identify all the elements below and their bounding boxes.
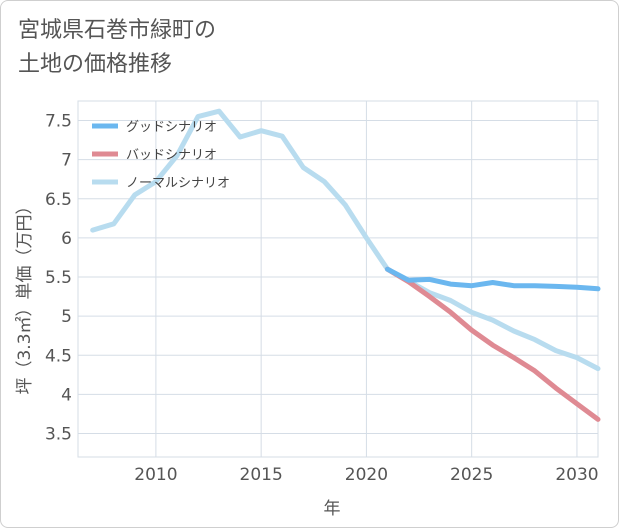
plot-area [77,100,599,458]
axis-layer: 3.5 4 4.5 5 5.5 6 6.5 7 7.5 2010 2015 2020 2025 2030 [45,112,599,485]
y-tick-label: 5.5 [45,268,72,288]
series-layer [90,108,601,422]
legend-item-1[interactable]: バッドシナリオ [92,148,217,163]
legend-item-0[interactable]: グッドシナリオ [92,120,217,135]
x-tick-label: 2030 [555,465,598,485]
series-line-1[interactable] [385,266,601,422]
y-tick-label: 4 [61,385,72,405]
series-line-0[interactable] [385,266,601,292]
y-tick-label: 6 [61,229,72,249]
y-tick-label: 7 [61,151,72,171]
y-tick-label: 4.5 [45,346,72,366]
chart-title: 宮城県石巻市緑町の 土地の価格推移 [18,14,216,82]
y-axis-title: 坪（3.3㎡）単価（万円） [15,197,35,394]
legend-label: ノーマルシナリオ [126,176,230,191]
x-tick-label: 2020 [345,465,388,485]
y-tick-label: 3.5 [45,425,72,445]
legend-label: グッドシナリオ [126,120,217,135]
x-tick-label: 2025 [450,465,493,485]
x-tick-label: 2010 [134,465,177,485]
y-tick-label: 5 [61,307,72,327]
series-line-2[interactable] [90,108,601,372]
chart-title-line-1: 宮城県石巻市緑町の [18,18,217,43]
chart-title-line-2: 土地の価格推移 [18,52,173,77]
legend-item-2[interactable]: ノーマルシナリオ [92,176,230,191]
y-tick-label: 7.5 [45,112,72,132]
y-tick-label: 6.5 [45,190,72,210]
grid-layer [77,100,599,458]
legend-label: バッドシナリオ [126,148,217,163]
x-tick-label: 2015 [240,465,283,485]
x-axis-title: 年 [324,499,341,519]
